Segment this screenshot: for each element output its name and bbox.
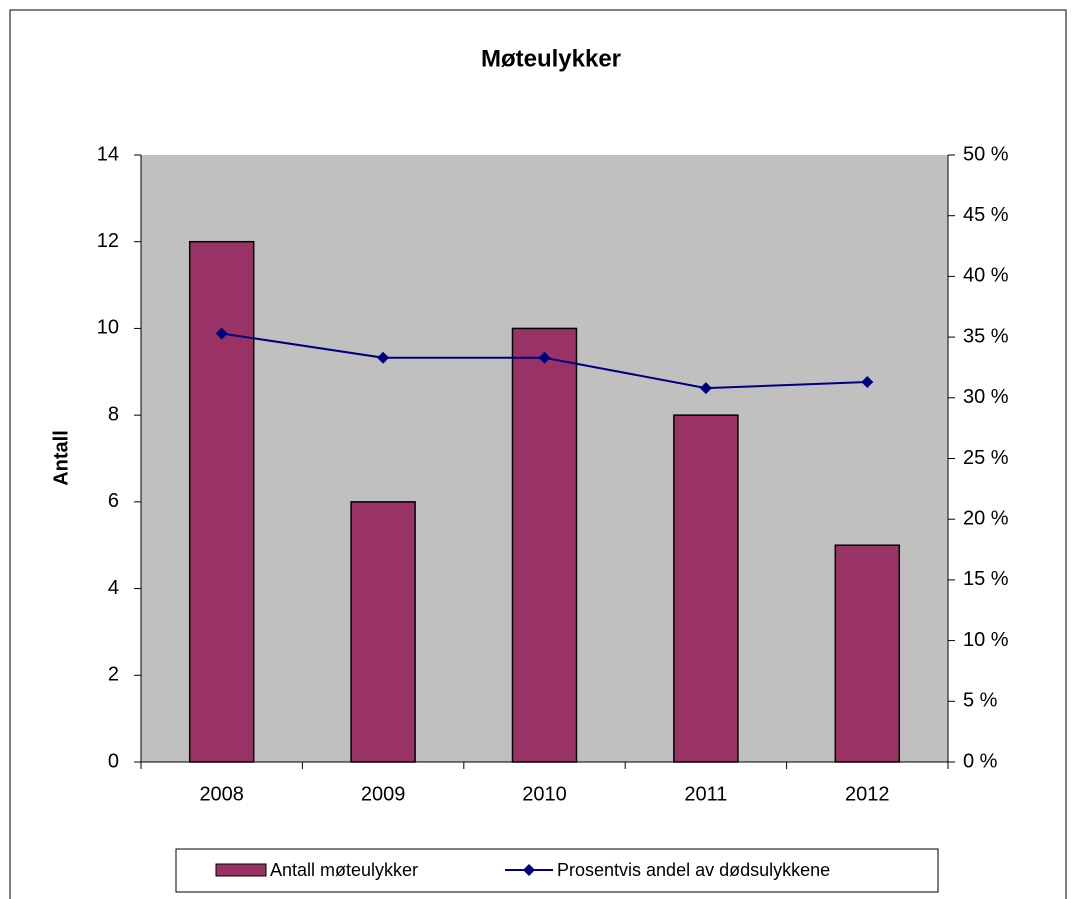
y2-tick-label: 30 % xyxy=(963,386,1009,408)
y-axis-label: Antall xyxy=(50,430,72,486)
bar xyxy=(350,501,416,763)
line-marker xyxy=(377,351,390,364)
y2-tick-label: 25 % xyxy=(963,447,1009,469)
legend-label: Prosentvis andel av dødsulykkene xyxy=(557,860,830,880)
y-tick-label: 10 xyxy=(97,317,119,339)
line-marker xyxy=(861,376,874,389)
y2-tick-label: 50 % xyxy=(963,143,1009,165)
y2-tick-label: 35 % xyxy=(963,325,1009,347)
bar xyxy=(834,544,901,763)
y2-tick-label: 5 % xyxy=(963,690,998,712)
y-tick-label: 2 xyxy=(108,664,119,686)
y2-tick-label: 40 % xyxy=(963,265,1009,287)
line-marker xyxy=(538,351,551,364)
y-tick-label: 14 xyxy=(97,143,119,165)
x-tick-label: 2011 xyxy=(684,783,727,805)
chart-title: Møteulykker xyxy=(481,45,621,72)
legend-marker xyxy=(523,864,535,876)
legend-swatch xyxy=(215,863,267,877)
y2-tick-label: 10 % xyxy=(963,629,1009,651)
y2-tick-label: 15 % xyxy=(963,568,1009,590)
x-tick-label: 2012 xyxy=(845,783,890,805)
x-tick-label: 2010 xyxy=(522,783,567,805)
y-tick-label: 8 xyxy=(108,403,119,425)
y2-tick-label: 0 % xyxy=(963,750,998,772)
legend-box xyxy=(175,848,939,893)
y-tick-label: 6 xyxy=(108,490,119,512)
y-tick-label: 4 xyxy=(108,577,119,599)
y-tick-label: 12 xyxy=(97,230,119,252)
x-tick-label: 2008 xyxy=(199,783,244,805)
line-marker xyxy=(699,382,712,395)
bar xyxy=(673,414,739,763)
line-marker xyxy=(215,327,228,340)
y-tick-label: 0 xyxy=(108,750,119,772)
y2-tick-label: 45 % xyxy=(963,204,1009,226)
bar xyxy=(511,327,578,763)
bar xyxy=(188,240,255,763)
x-tick-label: 2009 xyxy=(361,783,406,805)
legend-label: Antall møteulykker xyxy=(270,860,418,880)
y2-tick-label: 20 % xyxy=(963,507,1009,529)
